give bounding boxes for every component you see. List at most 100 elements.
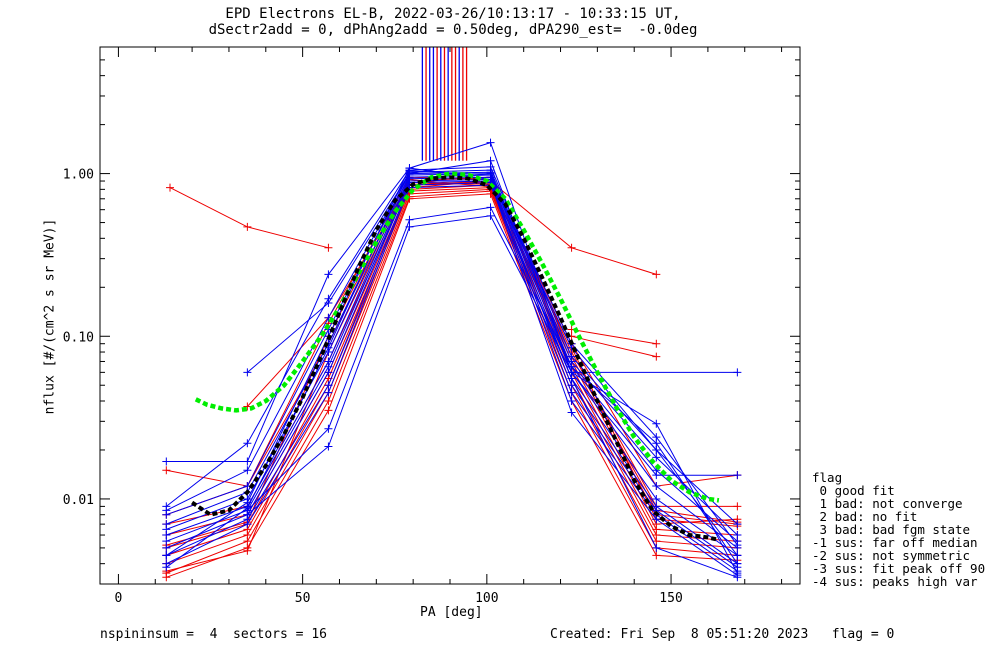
blue-data-point [652,453,661,462]
red-series-line [166,184,738,549]
blue-data-point [652,419,661,428]
blue-data-point [243,368,252,377]
legend-item: 0 good fit [812,483,895,498]
blue-data-point [162,510,171,519]
red-data-point [324,396,333,405]
blue-data-point [486,211,495,220]
red-data-point [243,546,252,555]
red-data-point [652,270,661,279]
blue-data-point [162,543,171,552]
red-data-point [733,502,742,511]
legend-item: -4 sus: peaks high var [812,574,978,589]
blue-data-point [243,457,252,466]
blue-data-point [324,424,333,433]
legend-item: -3 sus: fit peak off 90 [812,561,986,576]
blue-data-point [733,569,742,578]
blue-data-point [567,396,576,405]
blue-data-point [652,445,661,454]
red-series-line [571,329,657,345]
red-data-point [652,551,661,560]
blue-series-line [166,141,738,476]
blue-series-line [166,184,738,578]
blue-data-point [486,203,495,212]
black-fit-curve [191,175,720,542]
red-data-point [243,537,252,546]
red-series-line [166,193,738,578]
blue-data-point [324,343,333,352]
blue-series-line [166,178,738,568]
blue-series-line [166,170,738,568]
chart-subtitle: dSectr2add = 0, dPhAng2add = 0.50deg, dP… [208,22,698,38]
blue-data-point [405,215,414,224]
blue-data-point [324,442,333,451]
legend-item: -2 sus: not symmetric [812,548,971,563]
chart-title: EPD Electrons EL-B, 2022-03-26/10:13:17 … [225,6,681,22]
red-data-point [567,243,576,252]
x-tick-label: 0 [115,591,123,606]
blue-data-point [243,503,252,512]
blue-data-point [652,433,661,442]
blue-data-point [567,408,576,417]
blue-data-point [733,368,742,377]
blue-data-point [405,222,414,231]
x-axis-label: PA [deg] [420,605,483,620]
red-data-point [652,352,661,361]
legend-item: 2 bad: no fit [812,509,918,524]
blue-data-point [243,510,252,519]
blue-data-point [733,551,742,560]
red-data-point [166,183,174,192]
red-data-point [324,243,333,252]
blue-data-point [243,466,252,475]
legend-item: 3 bad: bad fgm state [812,522,971,537]
blue-data-point [243,439,252,448]
y-tick-label: 0.01 [63,493,94,508]
blue-data-point [162,551,171,560]
blue-data-point [652,515,661,524]
blue-data-point [324,294,333,303]
plot-frame [99,46,801,585]
blue-data-point [162,537,171,546]
x-tick-label: 100 [475,591,498,606]
red-series-line [169,187,329,249]
blue-series-line [165,166,738,525]
red-data-point [652,339,661,348]
x-tick-label: 50 [295,591,311,606]
blue-data-point [733,471,742,480]
y-tick-label: 0.10 [63,330,94,345]
blue-data-point [405,166,414,175]
red-series-line [166,182,738,525]
red-series-line [166,188,738,565]
blue-data-point [162,563,171,572]
y-tick-label: 1.00 [63,168,94,183]
blue-data-point [567,368,576,377]
legend-item: 1 bad: not converge [812,496,963,511]
green-fit-curve [194,171,720,503]
blue-data-point [243,520,252,529]
blue-series-line [166,169,738,536]
blue-data-point [652,482,661,491]
footer-created-info: Created: Fri Sep 8 05:51:20 2023 flag = … [550,627,895,642]
red-data-point [652,537,661,546]
legend-item: -1 sus: far off median [812,535,978,550]
blue-data-point [733,541,742,550]
blue-data-point [733,559,742,568]
footer-spin-info: nspininsum = 4 sectors = 16 [100,627,327,642]
red-series-line [166,176,738,487]
blue-data-point [652,494,661,503]
flag-legend: flag 0 good fit 1 bad: not converge 2 ba… [812,471,985,588]
blue-data-point [324,368,333,377]
blue-data-point [324,270,333,279]
red-data-point [243,222,252,231]
legend-title: flag [812,470,843,485]
blue-data-point [652,543,661,552]
red-data-point [162,466,171,475]
red-series-line [166,180,738,536]
red-series-line [166,187,738,556]
blue-data-point [733,520,742,529]
x-tick-label: 150 [659,591,682,606]
red-data-point [324,406,333,415]
blue-data-point [162,457,171,466]
red-series-line [571,335,657,358]
blue-data-point [324,388,333,397]
